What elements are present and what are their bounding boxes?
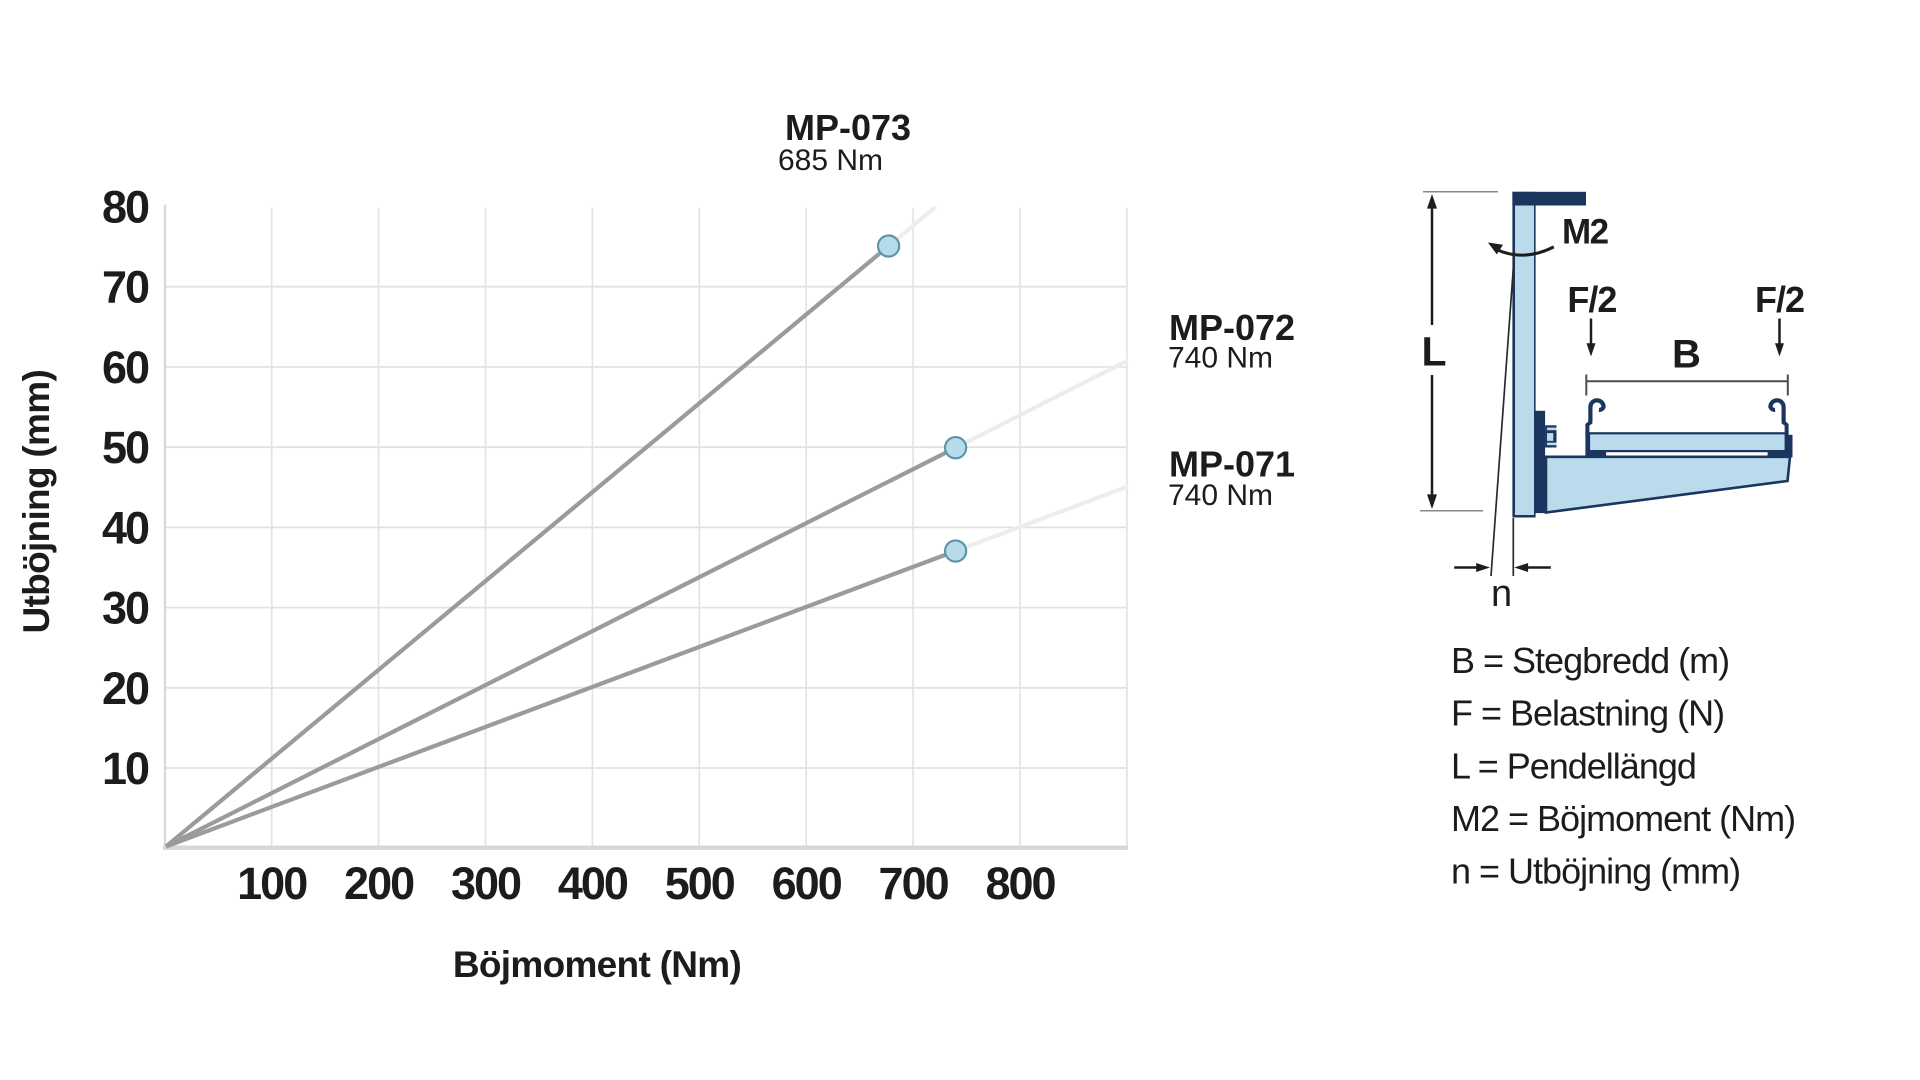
svg-text:800: 800	[985, 858, 1055, 909]
svg-text:200: 200	[344, 858, 414, 909]
svg-text:80: 80	[102, 182, 149, 233]
svg-text:F/2: F/2	[1755, 279, 1804, 320]
svg-text:10: 10	[102, 743, 149, 794]
svg-text:50: 50	[102, 422, 149, 473]
svg-text:700: 700	[879, 858, 949, 909]
svg-text:M2: M2	[1562, 213, 1609, 252]
svg-text:MP-073: MP-073	[785, 107, 911, 148]
svg-text:MP-071: MP-071	[1169, 443, 1295, 484]
svg-text:30: 30	[102, 583, 149, 634]
svg-text:60: 60	[102, 342, 149, 393]
svg-text:MP-072: MP-072	[1169, 307, 1295, 348]
svg-text:Utböjning (mm): Utböjning (mm)	[16, 370, 57, 634]
svg-text:500: 500	[665, 858, 735, 909]
svg-text:n: n	[1491, 573, 1511, 615]
svg-text:F/2: F/2	[1567, 279, 1616, 320]
svg-text:Böjmoment (Nm): Böjmoment (Nm)	[453, 944, 741, 985]
svg-text:400: 400	[558, 858, 628, 909]
svg-text:B = Stegbredd (m): B = Stegbredd (m)	[1451, 640, 1729, 681]
svg-text:20: 20	[102, 663, 149, 714]
svg-text:M2 = Böjmoment (Nm): M2 = Böjmoment (Nm)	[1451, 798, 1795, 839]
svg-text:100: 100	[237, 858, 307, 909]
svg-text:B: B	[1672, 333, 1700, 377]
svg-text:n = Utböjning (mm): n = Utböjning (mm)	[1451, 851, 1740, 892]
svg-text:L: L	[1422, 329, 1446, 375]
svg-text:600: 600	[772, 858, 842, 909]
svg-text:40: 40	[102, 502, 149, 553]
svg-text:740 Nm: 740 Nm	[1168, 479, 1273, 512]
svg-text:70: 70	[102, 262, 149, 313]
svg-text:300: 300	[451, 858, 521, 909]
svg-text:740 Nm: 740 Nm	[1168, 342, 1273, 375]
svg-text:L = Pendellängd: L = Pendellängd	[1451, 746, 1696, 787]
svg-text:F = Belastning (N): F = Belastning (N)	[1451, 693, 1724, 734]
svg-text:685 Nm: 685 Nm	[778, 144, 883, 177]
